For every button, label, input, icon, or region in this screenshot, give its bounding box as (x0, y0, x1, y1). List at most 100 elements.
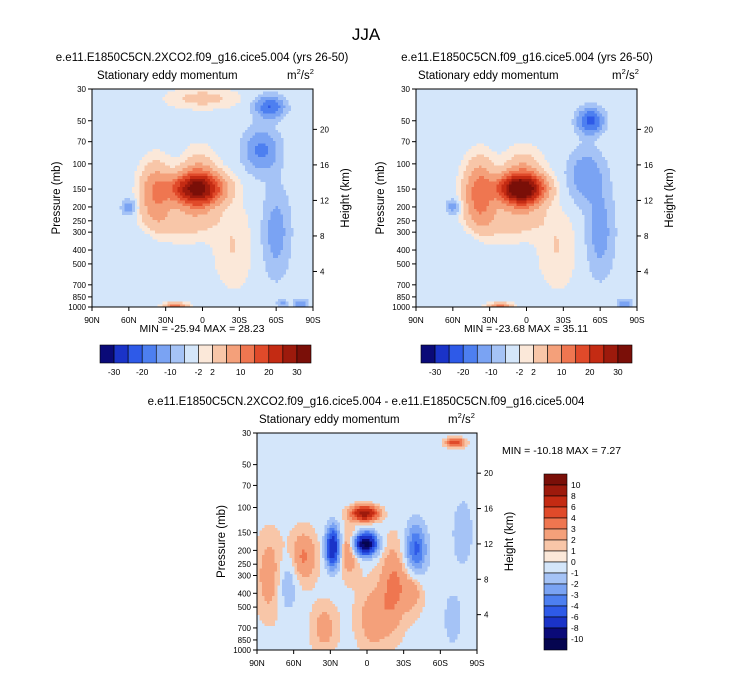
field-cell (596, 230, 600, 234)
field-cell (521, 206, 525, 210)
field-cell (272, 277, 276, 281)
field-cell (157, 230, 161, 234)
field-cell (187, 211, 191, 215)
field-cell (478, 214, 482, 218)
field-cell (493, 181, 497, 185)
field-cell (144, 203, 148, 207)
field-cell (285, 249, 289, 253)
colorbar-label: -2 (195, 367, 203, 377)
field-cell (493, 192, 497, 196)
field-cell (604, 121, 608, 125)
field-cell (503, 203, 507, 207)
field-cell (539, 222, 542, 226)
field-cell (215, 211, 218, 215)
field-cell (159, 304, 163, 308)
field-cell (199, 206, 203, 210)
field-cell (159, 184, 163, 188)
field-cell (159, 173, 163, 177)
field-cell (220, 99, 223, 104)
field-cell (164, 219, 168, 223)
field-cell (486, 206, 490, 210)
field-cell (285, 230, 289, 234)
field-cell (496, 222, 500, 226)
field-cell (591, 236, 595, 240)
field-cell (242, 233, 246, 237)
field-cell (129, 203, 133, 207)
field-cell (172, 157, 176, 161)
field-cell (481, 236, 485, 240)
field-cell (458, 219, 462, 223)
field-cell (516, 222, 520, 226)
field-cell (290, 227, 294, 232)
field-cell (282, 247, 286, 251)
field-cell (262, 140, 266, 144)
field-cell (199, 230, 203, 234)
field-cell (192, 208, 196, 213)
field-cell (506, 192, 510, 196)
field-cell (601, 214, 605, 218)
field-cell (579, 192, 583, 196)
field-cell (240, 203, 244, 207)
field-cell (260, 241, 264, 245)
field-cell (518, 181, 522, 185)
field-cell (601, 252, 605, 256)
field-cell (458, 217, 462, 221)
field-cell (172, 304, 176, 308)
field-cell (280, 222, 284, 226)
field-cell (142, 198, 146, 202)
field-cell (486, 154, 490, 158)
field-cell (262, 252, 266, 256)
panel-1-plot-area: 90N 60N 30N 0 30S 60S 90S305070100150200250300… (51, 85, 352, 325)
field-cell (285, 260, 289, 264)
field-cell (539, 157, 542, 161)
field-cell (506, 219, 510, 223)
field-cell (483, 222, 487, 226)
field-cell (147, 203, 151, 207)
field-cell (591, 225, 595, 229)
field-cell (154, 217, 158, 221)
field-cell (215, 97, 218, 101)
field-cell (215, 219, 218, 223)
field-cell (473, 217, 477, 221)
field-cell (205, 170, 208, 174)
field-cell (267, 266, 271, 270)
field-cell (267, 263, 271, 267)
field-cell (270, 263, 274, 267)
field-cell (539, 170, 542, 174)
field-cell (486, 238, 490, 243)
field-cell (177, 91, 181, 95)
field-cell (164, 184, 168, 188)
field-cell (205, 143, 208, 147)
field-cell (189, 195, 193, 199)
field-cell (486, 217, 490, 221)
field-cell (468, 195, 472, 199)
field-cell (589, 135, 593, 139)
field-cell (478, 151, 482, 155)
field-cell (493, 170, 497, 174)
field-cell (539, 200, 542, 204)
field-cell (189, 192, 193, 196)
field-cell (189, 165, 193, 169)
field-cell (511, 241, 515, 245)
field-cell (529, 195, 532, 199)
field-cell (471, 233, 475, 237)
field-cell (536, 178, 540, 183)
field-cell (285, 206, 289, 210)
field-cell (192, 105, 196, 109)
field-cell (182, 219, 186, 223)
field-cell (554, 211, 558, 215)
field-cell (290, 233, 294, 237)
field-cell (280, 99, 284, 104)
field-cell (300, 301, 304, 305)
field-cell (265, 203, 269, 207)
field-cell (506, 203, 510, 207)
field-cell (554, 233, 558, 237)
field-cell (220, 168, 223, 172)
field-cell (272, 162, 276, 166)
field-cell (225, 249, 229, 253)
field-cell (275, 181, 279, 185)
field-cell (491, 162, 495, 166)
field-cell (531, 184, 535, 188)
field-cell (240, 222, 244, 226)
field-cell (192, 99, 196, 104)
